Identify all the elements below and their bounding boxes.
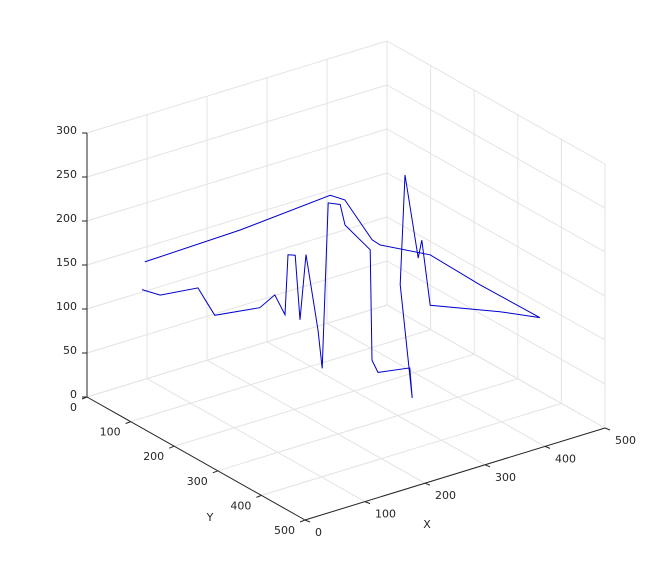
x-grid-line — [206, 359, 426, 484]
x-tick-label: 400 — [555, 452, 576, 465]
x-tick — [484, 464, 491, 468]
z-tick-label: 300 — [56, 124, 77, 137]
y-tick-label: 300 — [187, 475, 208, 488]
x-tick — [604, 427, 611, 431]
x-tick — [364, 501, 371, 505]
z-grid-line — [386, 40, 606, 165]
z-grid-line — [386, 216, 606, 341]
z-tick-label: 100 — [56, 300, 77, 313]
z-grid-line — [86, 216, 388, 310]
x-grid-line — [146, 378, 366, 503]
z-grid-line — [86, 260, 388, 354]
x-tick — [544, 445, 551, 449]
z-grid-line — [386, 172, 606, 297]
y-grid-line — [130, 329, 431, 423]
y-grid-line — [261, 402, 562, 496]
x-tick-label: 100 — [375, 508, 396, 521]
data-line — [141, 174, 541, 399]
z-grid-line — [86, 304, 388, 398]
x-axis — [304, 427, 606, 521]
z-tick-label: 50 — [63, 344, 77, 357]
z-grid-line — [86, 84, 388, 178]
x-tick-label: 0 — [315, 526, 322, 539]
z-grid-line — [386, 304, 606, 429]
z-tick-label: 0 — [70, 388, 77, 401]
x-tick-label: 500 — [615, 434, 636, 447]
y-axis-label: Y — [206, 511, 214, 524]
x-grid-line — [266, 341, 486, 466]
x-tick — [304, 519, 311, 523]
x-tick-label: 200 — [435, 489, 456, 502]
y-tick-label: 500 — [274, 524, 295, 537]
z-tick-label: 150 — [56, 256, 77, 269]
z-grid-line — [386, 128, 606, 253]
z-grid-line — [86, 172, 388, 266]
x-grid-line — [326, 322, 546, 447]
y-grid-line — [217, 378, 518, 472]
y-tick — [169, 445, 175, 449]
y-tick-label: 400 — [230, 499, 251, 512]
z-grid-line — [386, 260, 606, 385]
y-tick — [256, 494, 262, 498]
x-tick — [424, 482, 431, 486]
y-tick-label: 200 — [143, 450, 164, 463]
x-axis-label: X — [423, 518, 431, 531]
z-grid-line — [386, 84, 606, 209]
y-tick-label: 0 — [70, 401, 77, 414]
y-tick — [125, 421, 131, 425]
z-grid-line — [86, 128, 388, 222]
y-axis — [86, 396, 306, 521]
y-tick-label: 100 — [100, 426, 121, 439]
y-tick — [81, 396, 88, 400]
z-tick-label: 250 — [56, 168, 77, 181]
y-grid-line — [174, 353, 475, 447]
y-tick — [299, 519, 306, 523]
z-tick-label: 200 — [56, 212, 77, 225]
y-tick — [212, 470, 218, 474]
z-grid-line — [86, 40, 388, 134]
x-tick-label: 300 — [495, 471, 516, 484]
